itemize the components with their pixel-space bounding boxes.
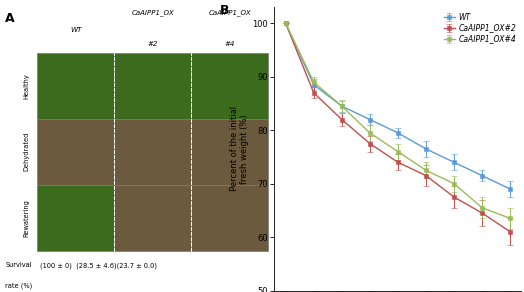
Text: rate (%): rate (%) [5, 282, 32, 288]
Bar [37, 53, 114, 119]
Bar [114, 119, 191, 185]
Text: Survival: Survival [5, 262, 32, 268]
Bar [191, 119, 268, 185]
Bar [114, 185, 191, 251]
Legend: WT, CaAIPP1_OX#2, CaAIPP1_OX#4: WT, CaAIPP1_OX#2, CaAIPP1_OX#4 [442, 11, 518, 45]
Text: B: B [220, 4, 230, 18]
Text: CaAIPP1_OX: CaAIPP1_OX [132, 9, 174, 16]
Bar [37, 185, 114, 251]
Text: A: A [5, 12, 15, 25]
Text: WT: WT [70, 27, 82, 33]
Bar [114, 53, 191, 119]
Text: CaAIPP1_OX: CaAIPP1_OX [208, 9, 251, 16]
Text: #4: #4 [224, 41, 235, 47]
Text: (100 ± 0)  (28.5 ± 4.6)(23.7 ± 0.0): (100 ± 0) (28.5 ± 4.6)(23.7 ± 0.0) [40, 262, 157, 269]
Text: Rewatering: Rewatering [23, 199, 29, 237]
Bar [191, 185, 268, 251]
Bar [191, 53, 268, 119]
Text: #2: #2 [147, 41, 158, 47]
Text: Dehydrated: Dehydrated [23, 132, 29, 171]
Text: Healthy: Healthy [23, 73, 29, 98]
Bar [37, 119, 114, 185]
Y-axis label: Percent of the initial
fresh weight (%): Percent of the initial fresh weight (%) [230, 106, 249, 192]
